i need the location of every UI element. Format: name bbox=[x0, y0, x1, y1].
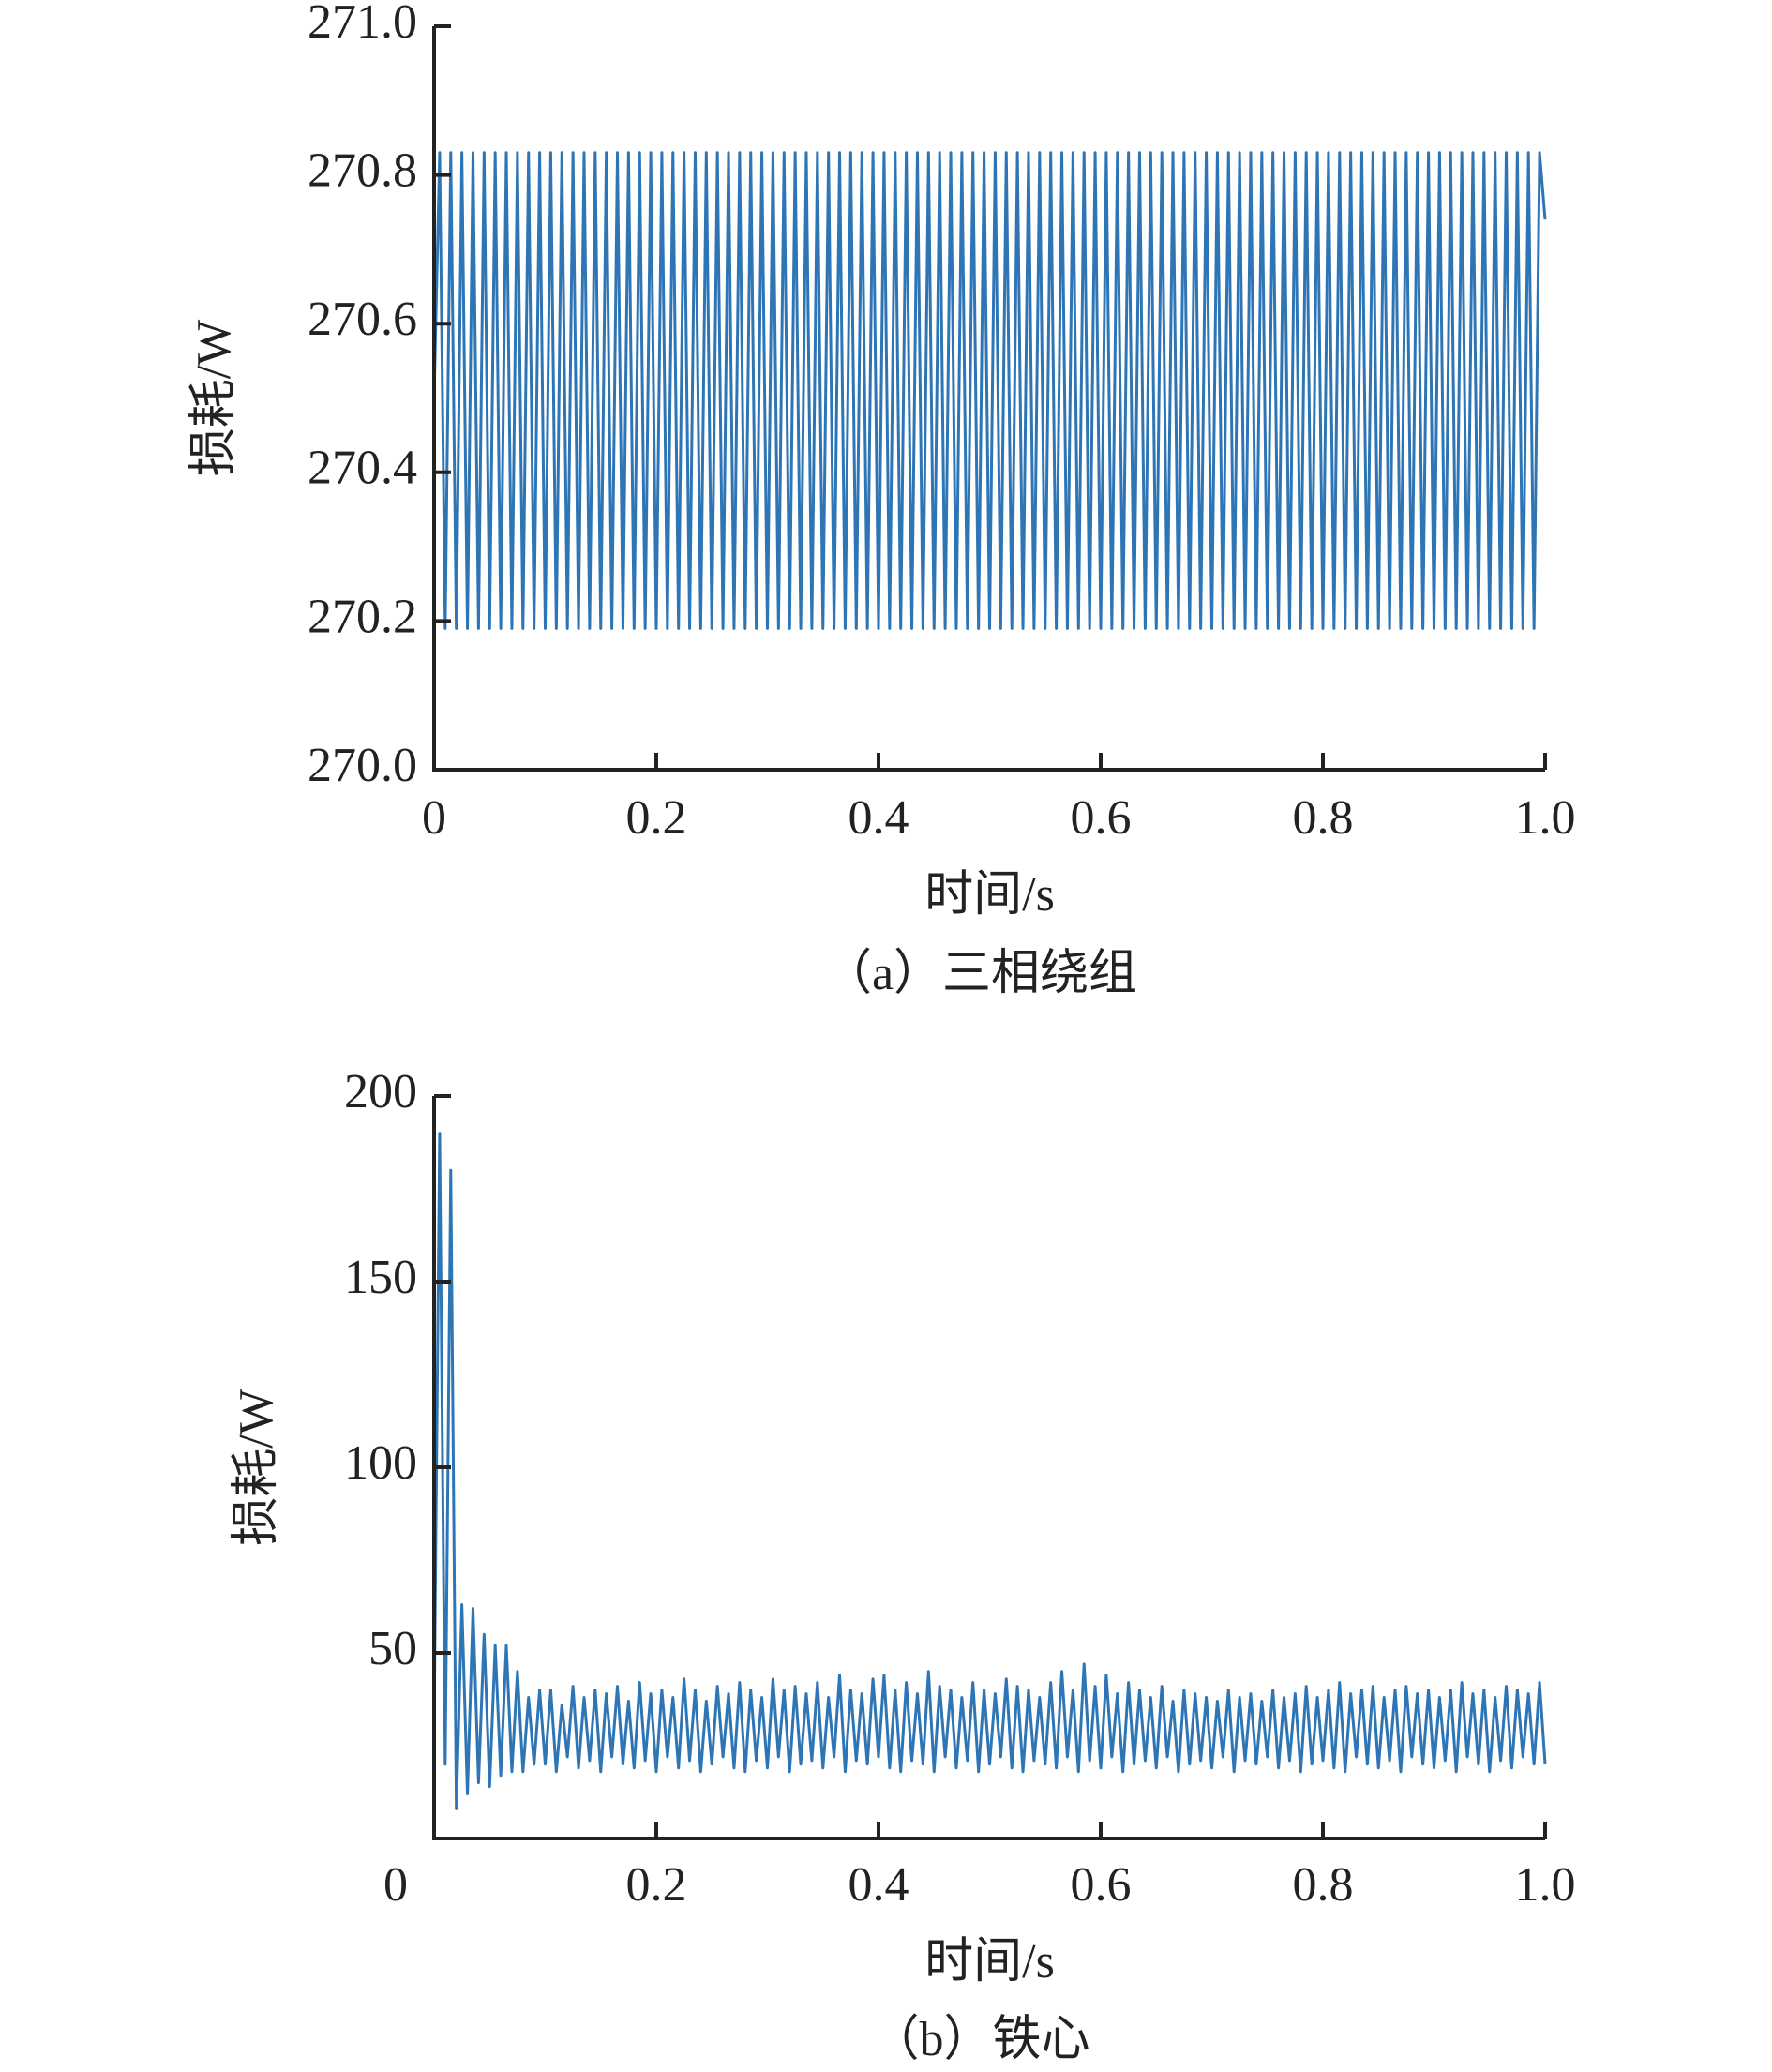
y-tick-label: 271.0 bbox=[308, 0, 417, 49]
x-tick-label: 0 bbox=[383, 1858, 408, 1912]
y-tick-label: 270.2 bbox=[308, 590, 417, 643]
x-tick-label: 0.4 bbox=[848, 791, 909, 845]
y-tick-label: 50 bbox=[368, 1622, 417, 1675]
x-tick-label: 0.2 bbox=[626, 1858, 687, 1912]
x-tick-label: 1.0 bbox=[1515, 1858, 1576, 1912]
y-axis-label: 损耗/W bbox=[230, 1389, 283, 1546]
y-tick-label: 270.0 bbox=[308, 739, 417, 792]
x-tick-label: 0.2 bbox=[626, 791, 687, 845]
x-tick-label: 0.8 bbox=[1293, 791, 1354, 845]
x-tick-label: 0 bbox=[422, 791, 446, 845]
x-axis-label: 时间/s bbox=[924, 1935, 1055, 1989]
caption: （b）铁心 bbox=[870, 2013, 1089, 2066]
x-tick-label: 0.4 bbox=[848, 1858, 909, 1912]
y-tick-label: 270.8 bbox=[308, 144, 417, 198]
y-tick-label: 150 bbox=[344, 1251, 417, 1304]
data-line bbox=[432, 1132, 1547, 1810]
x-axis-label: 时间/s bbox=[924, 868, 1055, 922]
x-tick-label: 0.8 bbox=[1293, 1858, 1354, 1912]
y-tick-label: 270.4 bbox=[308, 442, 417, 495]
caption: （a）三相绕组 bbox=[823, 947, 1137, 1000]
data-line bbox=[432, 151, 1547, 630]
y-axis-label: 损耗/W bbox=[188, 320, 241, 477]
x-tick-label: 0.6 bbox=[1071, 1858, 1132, 1912]
y-tick-label: 200 bbox=[344, 1065, 417, 1119]
x-tick-label: 0.6 bbox=[1071, 791, 1132, 845]
x-tick-label: 1.0 bbox=[1515, 791, 1576, 845]
y-tick-label: 100 bbox=[344, 1436, 417, 1490]
y-tick-label: 270.6 bbox=[308, 293, 417, 346]
